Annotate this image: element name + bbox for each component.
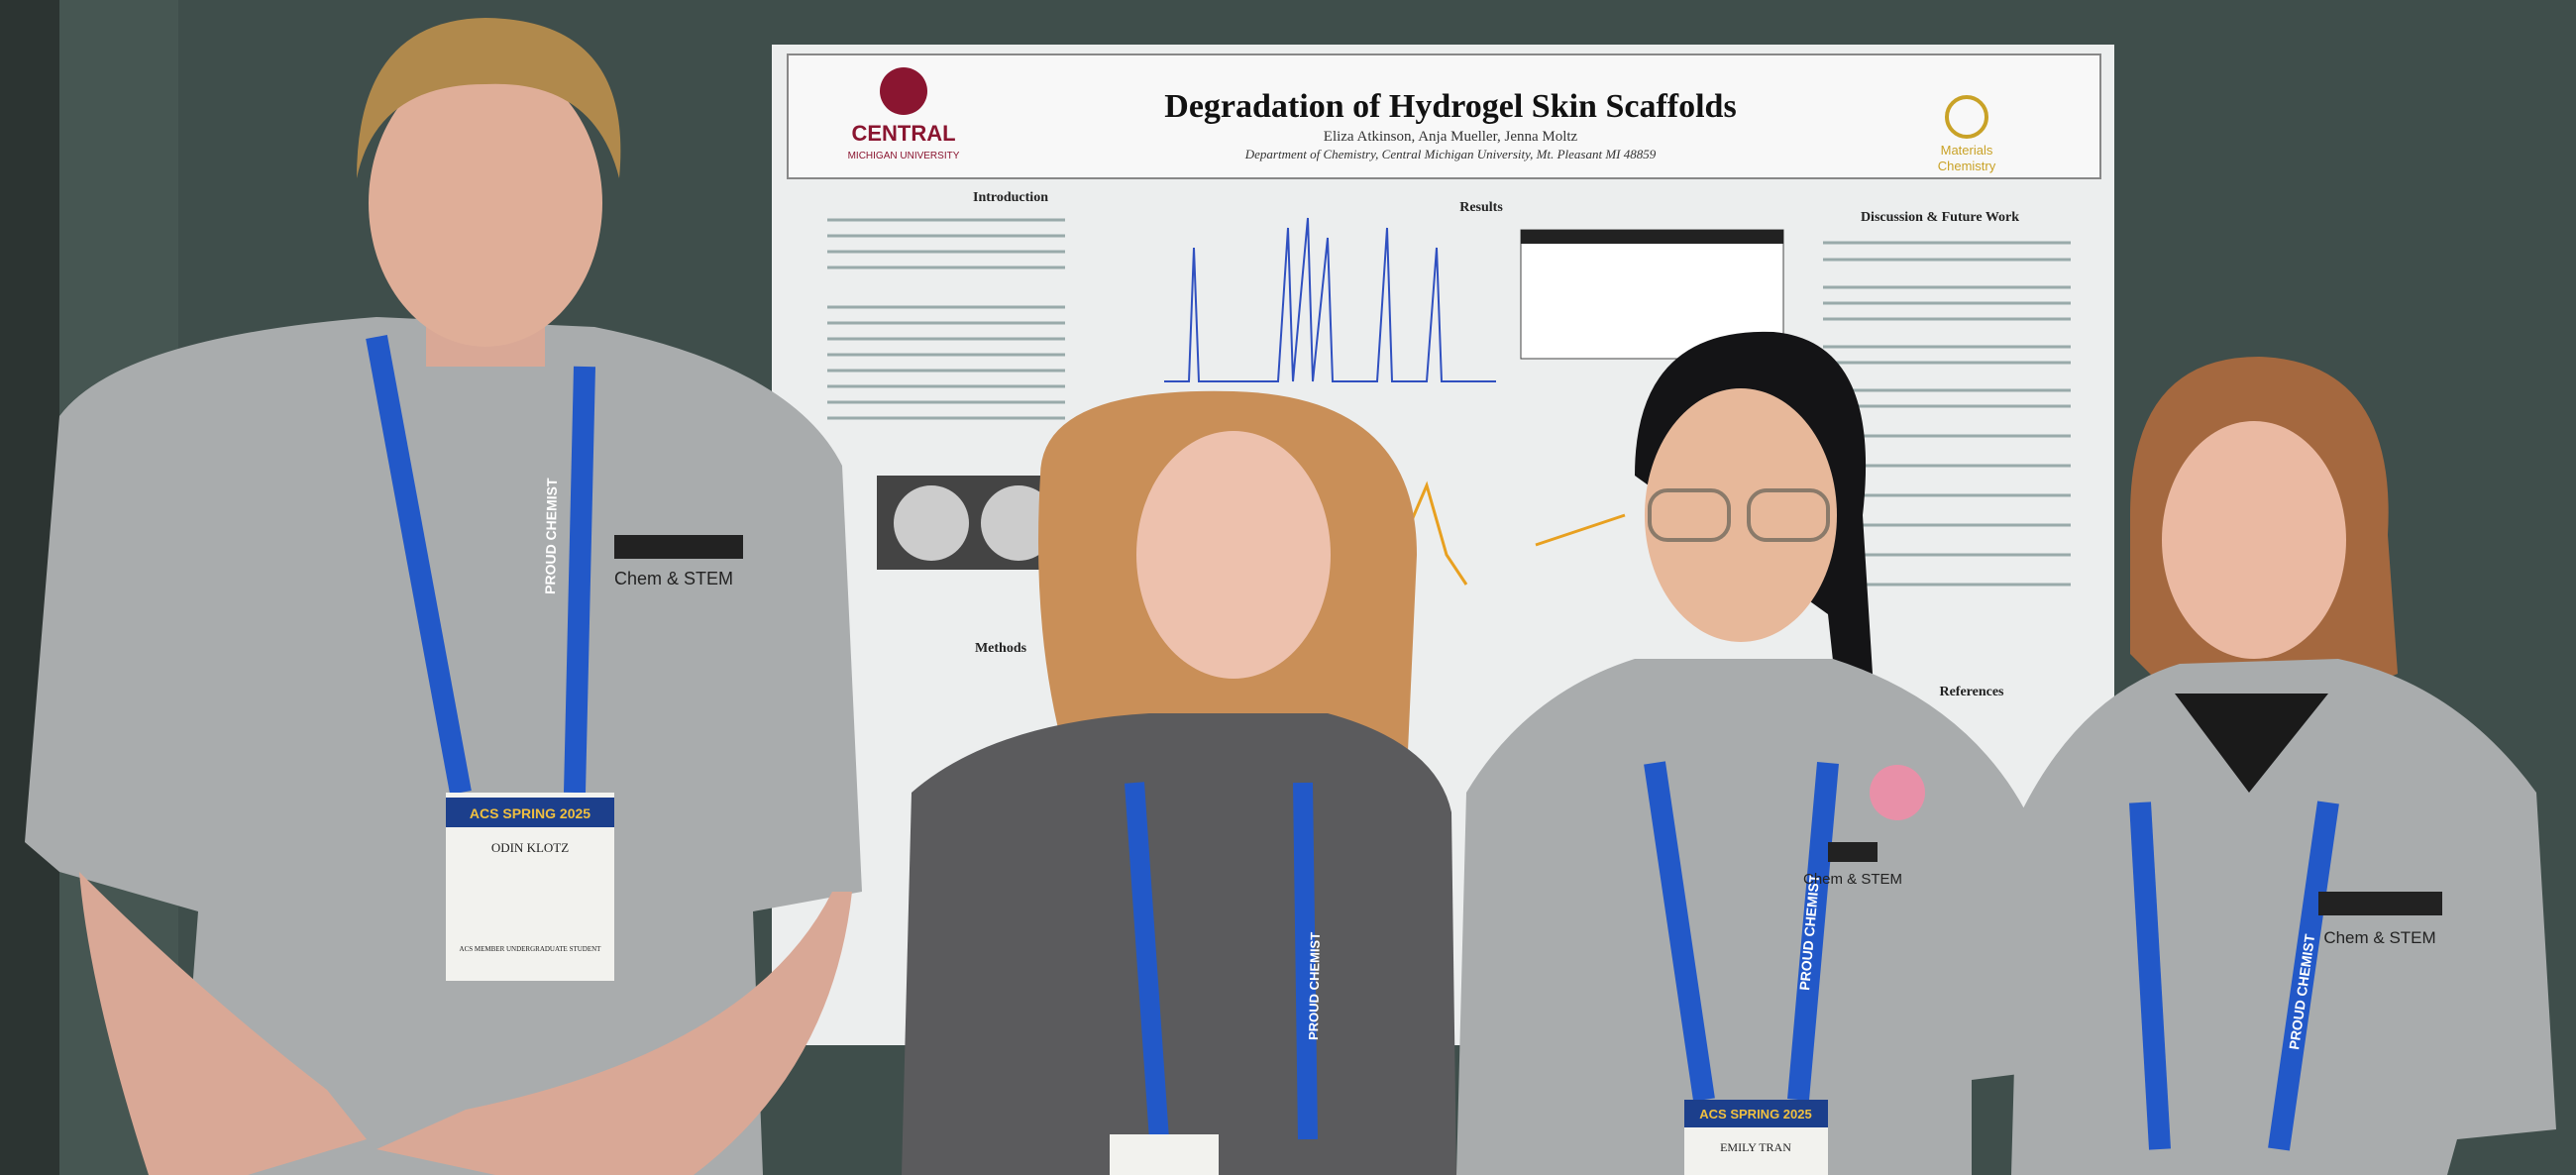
- lanyard: [1125, 782, 1169, 1140]
- lanyard: [1293, 782, 1318, 1140]
- materials-logo-text: Materials: [1941, 143, 1993, 158]
- glasses: [1648, 488, 1731, 542]
- sample-dish: [894, 485, 969, 561]
- poster-affiliation: Department of Chemistry, Central Michiga…: [1244, 147, 1657, 161]
- face: [1136, 431, 1331, 679]
- lanyard-text: PROUD CHEMIST: [1306, 932, 1323, 1040]
- lanyard-text: PROUD CHEMIST: [542, 478, 560, 594]
- hair: [357, 18, 621, 178]
- person: PROUD CHEMIST: [902, 390, 1456, 1175]
- section-heading: Introduction: [973, 190, 1048, 205]
- shirt-logo: Chem & STEM: [614, 569, 733, 588]
- plot-line: [1535, 513, 1626, 547]
- poster-authors: Eliza Atkinson, Anja Mueller, Jenna Molt…: [1324, 129, 1578, 145]
- badge-role: ACS MEMBER UNDERGRADUATE STUDENT: [460, 945, 602, 953]
- shirt-logo: Chem & STEM: [1803, 871, 1902, 888]
- person: PROUD CHEMIST ACS SPRING 2025 ODIN KLOTZ…: [25, 18, 862, 1175]
- person: PROUD CHEMIST ACS SPRING 2025 EMILY TRAN…: [1456, 331, 2051, 1175]
- poster-title: Degradation of Hydrogel Skin Scaffolds: [1164, 88, 1736, 125]
- blouse: [902, 713, 1456, 1175]
- arm: [79, 872, 367, 1175]
- table-header: [1521, 230, 1783, 244]
- hair-flower: [1870, 765, 1925, 820]
- badge-banner: [446, 798, 614, 827]
- badge: [1110, 1134, 1219, 1175]
- lanyard: [1787, 762, 1839, 1101]
- lanyard: [2268, 801, 2339, 1151]
- undershirt: [2175, 694, 2328, 793]
- badge-name: ODIN KLOTZ: [491, 840, 569, 855]
- materials-logo: [1945, 95, 1988, 139]
- section-heading: Results: [1459, 200, 1503, 215]
- shirt-logo-mark: [2318, 892, 2442, 915]
- badge-event: ACS SPRING 2025: [1699, 1107, 1811, 1122]
- materials-logo-text: Chemistry: [1938, 159, 1996, 173]
- university-sub: MICHIGAN UNIVERSITY: [848, 151, 960, 161]
- face: [2162, 421, 2346, 659]
- arm: [376, 892, 852, 1175]
- lanyard: [2129, 801, 2171, 1150]
- poster-header: [787, 53, 2101, 179]
- section-heading: Methods: [975, 641, 1027, 656]
- shirt-logo-mark: [1828, 842, 1878, 862]
- sample-dish: [981, 485, 1056, 561]
- section-heading: Discussion & Future Work: [1861, 210, 2019, 225]
- shirt-logo: Chem & STEM: [2323, 928, 2435, 947]
- face: [1645, 388, 1837, 642]
- lanyard: [564, 366, 595, 794]
- person: PROUD CHEMIST Chem & STEM: [2011, 357, 2556, 1175]
- face: [369, 59, 602, 347]
- university-name: CENTRAL: [851, 121, 955, 146]
- section-heading: References: [1939, 685, 2004, 699]
- lanyard: [1644, 761, 1715, 1102]
- glasses: [1747, 488, 1830, 542]
- badge-banner: [1684, 1100, 1828, 1127]
- badge-name: EMILY TRAN: [1720, 1140, 1791, 1154]
- university-logo: [880, 67, 927, 115]
- shirt: [1456, 659, 2051, 1175]
- text-lines: [827, 218, 2071, 587]
- badge-event: ACS SPRING 2025: [470, 805, 590, 821]
- lanyard: [366, 335, 472, 795]
- nmr-spectrum: [1164, 217, 1496, 382]
- shirt-logo-mark: [614, 535, 743, 559]
